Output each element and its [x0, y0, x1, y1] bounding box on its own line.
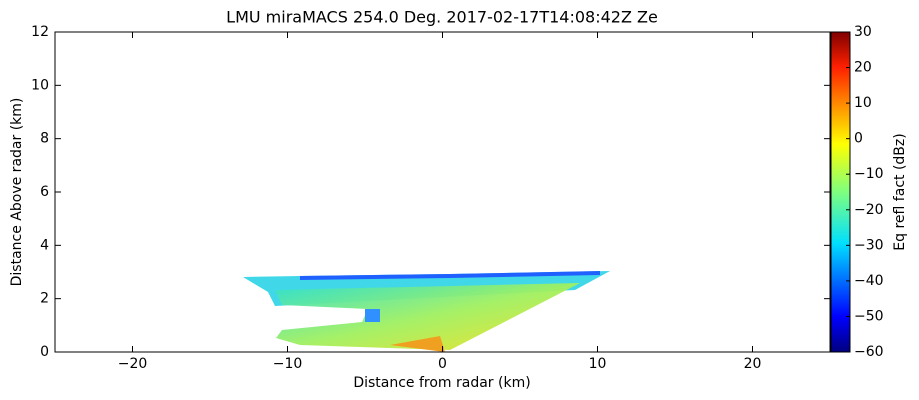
colorbar-tick-label: 10	[854, 95, 872, 111]
y-axis-label: Distance Above radar (km)	[9, 98, 25, 287]
x-axis-label: Distance from radar (km)	[353, 375, 530, 391]
y-tick-label: 10	[31, 77, 49, 93]
radar-echo	[243, 271, 610, 352]
colorbar-tick-label: −10	[854, 166, 884, 182]
colorbar-label: Eq refl fact (dBz)	[892, 133, 908, 250]
y-tick-label: 2	[40, 291, 49, 307]
x-tick-label: 0	[438, 356, 447, 372]
colorbar-tick-label: −60	[854, 344, 884, 360]
chart-title: LMU miraMACS 254.0 Deg. 2017-02-17T14:08…	[226, 8, 658, 27]
y-tick-label: 6	[40, 184, 49, 200]
colorbar-tick-label: −20	[854, 202, 884, 218]
x-tick-label: −20	[118, 356, 148, 372]
y-tick-label: 0	[40, 344, 49, 360]
x-tick-label: −10	[273, 356, 303, 372]
y-tick-label: 12	[31, 24, 49, 40]
colorbar-tick-label: 20	[854, 60, 872, 76]
colorbar	[830, 31, 851, 353]
colorbar-tick-label: −50	[854, 308, 884, 324]
x-tick-label: 20	[744, 356, 762, 372]
y-tick-label: 4	[40, 237, 49, 253]
y-tick-label: 8	[40, 131, 49, 147]
colorbar-tick-label: −40	[854, 273, 884, 289]
colorbar-tick-label: −30	[854, 237, 884, 253]
colorbar-tick-label: 30	[854, 24, 872, 40]
x-tick-label: 10	[589, 356, 607, 372]
colorbar-tick-label: 0	[854, 131, 863, 147]
